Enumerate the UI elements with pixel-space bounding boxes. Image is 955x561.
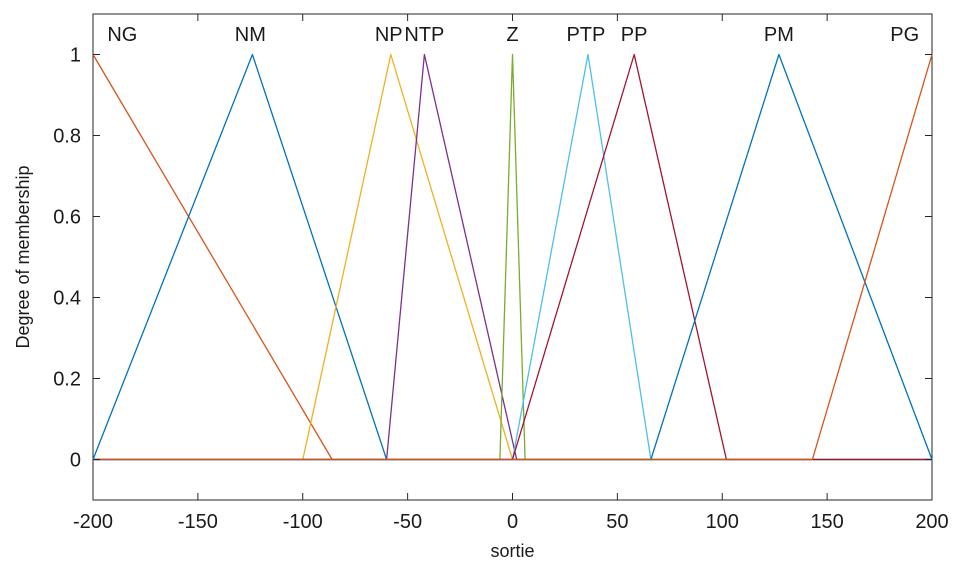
x-axis-title: sortie: [490, 541, 534, 561]
mf-label-nm: NM: [235, 24, 266, 46]
mf-label-ptp: PTP: [566, 24, 605, 46]
y-tick-label: 1: [70, 45, 81, 67]
x-tick-label: -150: [178, 511, 218, 533]
y-tick-label: 0.6: [53, 207, 81, 229]
y-tick-label: 0.2: [53, 369, 81, 391]
plot-area: [92, 13, 933, 501]
x-tick-label: -100: [283, 511, 323, 533]
y-axis-title: Degree of membership: [13, 165, 33, 348]
mf-label-np: NP: [375, 24, 403, 46]
series-layer: [92, 53, 933, 461]
tick-layer: -200 -150 -100 -50 0 50 100 150 200 0 0.2 0.4 0.6 0.8…: [53, 14, 949, 533]
x-tick-label: 150: [810, 511, 843, 533]
x-tick-label: 50: [606, 511, 628, 533]
mf-label-pg: PG: [890, 24, 919, 46]
x-tick-label: 200: [915, 511, 948, 533]
x-tick-label: -50: [393, 511, 422, 533]
mf-label-z: Z: [506, 24, 518, 46]
axes-box: [92, 13, 933, 501]
y-tick-label: 0: [70, 450, 81, 472]
x-tick-label: 0: [507, 511, 518, 533]
mf-label-pm: PM: [764, 24, 794, 46]
series-line-pg: [93, 54, 933, 461]
x-tick-label: 100: [706, 511, 739, 533]
mf-label-pp: PP: [621, 24, 648, 46]
y-tick-label: 0.4: [53, 288, 81, 310]
mf-label-ng: NG: [107, 24, 137, 46]
y-tick-label: 0.8: [53, 126, 81, 148]
mf-label-ntp: NTP: [404, 24, 444, 46]
x-tick-label: -200: [73, 511, 113, 533]
mf-label-layer: NG NM NP NTP Z PTP PP PM PG: [107, 24, 919, 46]
